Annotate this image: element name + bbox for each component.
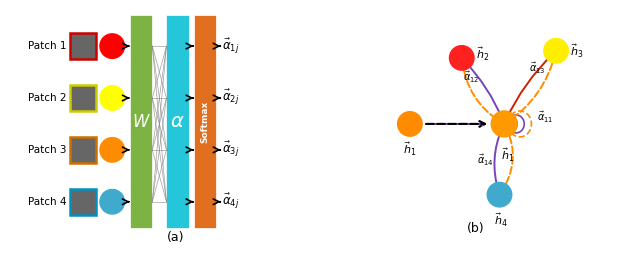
Text: $\vec{\alpha}_{13}$: $\vec{\alpha}_{13}$ — [529, 61, 545, 76]
Text: $\vec{h}_3$: $\vec{h}_3$ — [570, 42, 584, 59]
Text: $\vec{\alpha}_{2j}$: $\vec{\alpha}_{2j}$ — [222, 88, 239, 107]
Text: W: W — [133, 113, 149, 131]
Circle shape — [487, 183, 512, 207]
Text: $\vec{\alpha}_{4j}$: $\vec{\alpha}_{4j}$ — [222, 192, 239, 211]
Text: $\vec{h}_2$: $\vec{h}_2$ — [476, 46, 489, 63]
Text: $\vec{\alpha}_{1j}$: $\vec{\alpha}_{1j}$ — [222, 37, 239, 55]
Text: Softmax: Softmax — [200, 100, 209, 143]
Text: $\vec{\alpha}_{14}$: $\vec{\alpha}_{14}$ — [477, 153, 494, 168]
Text: $\alpha$: $\alpha$ — [170, 112, 185, 131]
Text: $\vec{\alpha}_{12}$: $\vec{\alpha}_{12}$ — [463, 70, 479, 85]
Text: $\vec{\alpha}_{11}$: $\vec{\alpha}_{11}$ — [537, 110, 554, 125]
Text: $\vec{h}_1$: $\vec{h}_1$ — [501, 146, 515, 164]
Circle shape — [100, 137, 124, 162]
Text: $\vec{h}_1$: $\vec{h}_1$ — [403, 140, 417, 158]
Text: Patch 2: Patch 2 — [28, 93, 66, 103]
Text: Patch 1: Patch 1 — [28, 41, 66, 51]
Text: Patch 3: Patch 3 — [28, 145, 66, 155]
Circle shape — [544, 39, 568, 63]
Circle shape — [100, 189, 124, 214]
Text: Patch 4: Patch 4 — [28, 197, 66, 207]
FancyBboxPatch shape — [70, 85, 96, 111]
FancyBboxPatch shape — [70, 33, 96, 59]
FancyBboxPatch shape — [130, 16, 152, 228]
Text: $\vec{h}_4$: $\vec{h}_4$ — [494, 211, 508, 229]
Circle shape — [492, 111, 517, 137]
Text: (a): (a) — [167, 231, 184, 244]
FancyBboxPatch shape — [70, 137, 96, 163]
Text: (b): (b) — [467, 222, 484, 235]
Circle shape — [100, 86, 124, 110]
Text: $\vec{\alpha}_{3j}$: $\vec{\alpha}_{3j}$ — [222, 140, 239, 159]
FancyBboxPatch shape — [193, 16, 216, 228]
Circle shape — [449, 46, 474, 70]
FancyBboxPatch shape — [70, 189, 96, 215]
Circle shape — [397, 112, 422, 136]
FancyBboxPatch shape — [166, 16, 189, 228]
Circle shape — [100, 34, 124, 58]
